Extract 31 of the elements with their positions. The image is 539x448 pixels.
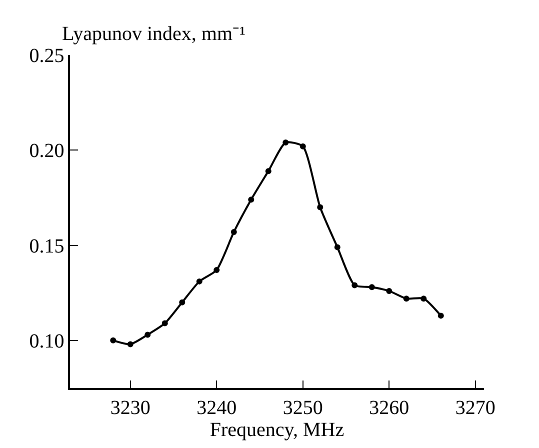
point (265, 168, 272, 174)
point (352, 282, 358, 288)
point (317, 204, 324, 210)
point (179, 299, 186, 306)
point (403, 296, 410, 302)
point (127, 341, 134, 348)
x-axis-title: Frequency, MHz (210, 418, 344, 441)
point (334, 244, 340, 250)
y-tick-label: 0.25 (29, 45, 64, 67)
x-tick-label: 3240 (196, 396, 237, 419)
point (282, 140, 289, 146)
x-tick-label: 3250 (282, 396, 323, 419)
point (162, 320, 168, 326)
x-tick-label: 3260 (369, 396, 410, 419)
y-tick-label: 0.20 (29, 140, 64, 162)
y-tick-label: 0.10 (29, 330, 64, 352)
point (438, 312, 444, 319)
point (230, 228, 237, 235)
y-axis-title: Lyapunov index, mm⁻¹ (62, 23, 246, 45)
point (110, 337, 116, 344)
point (144, 332, 151, 338)
x-tick-label: 3270 (455, 396, 496, 419)
point (300, 143, 306, 150)
point (196, 278, 202, 284)
y-tick-label: 0.15 (29, 235, 64, 258)
point (386, 288, 392, 294)
point (214, 267, 220, 274)
point (248, 196, 254, 203)
point (368, 284, 375, 290)
x-tick-label: 3230 (110, 396, 150, 419)
point (420, 296, 427, 302)
